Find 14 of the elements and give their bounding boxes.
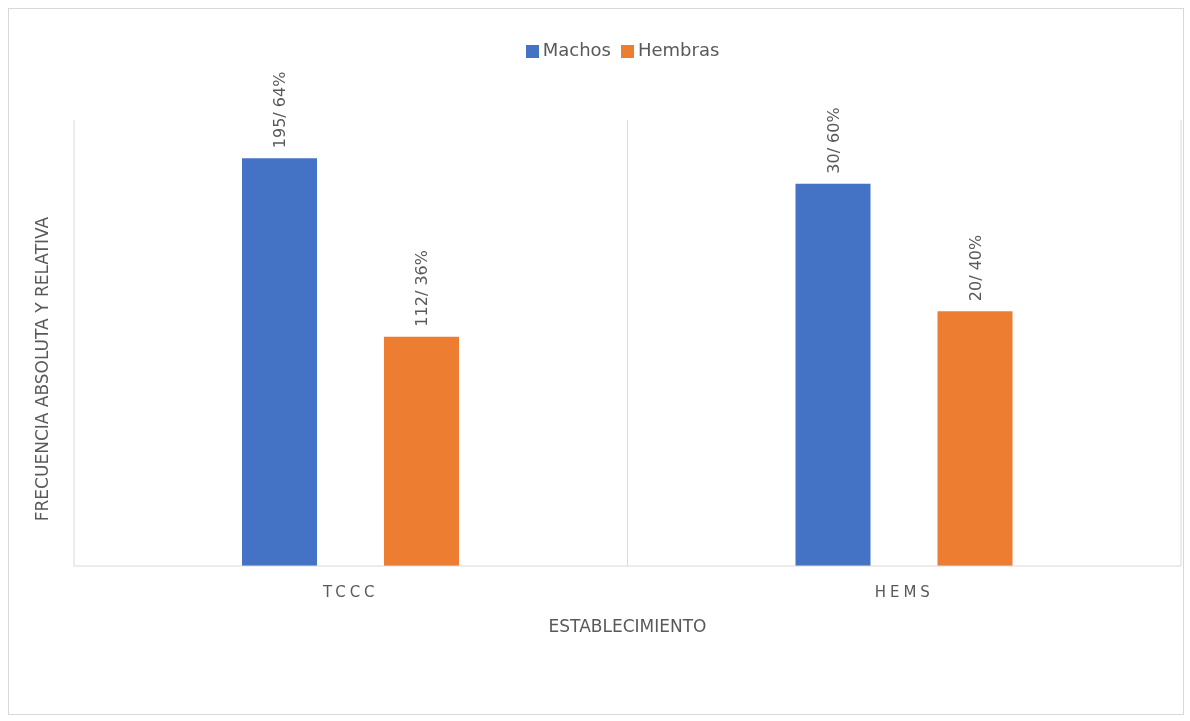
x-axis-title: ESTABLECIMIENTO (548, 616, 707, 636)
bar (384, 336, 459, 566)
data-label: 112/ 36% (412, 250, 432, 327)
bar (937, 311, 1013, 566)
legend-label: Machos (542, 39, 611, 60)
x-tick-label: TCCC (321, 582, 379, 601)
data-label: 195/ 64% (270, 71, 290, 149)
data-label: 20/ 40% (965, 234, 985, 302)
data-label: 30/ 60% (823, 107, 843, 174)
legend-label: Hembras (637, 39, 720, 60)
y-axis-title: FRECUENCIA ABSOLUTA Y RELATIVA (32, 216, 52, 522)
bar (795, 183, 871, 566)
bar (242, 158, 317, 566)
x-tick-label: HEMS (874, 582, 934, 601)
